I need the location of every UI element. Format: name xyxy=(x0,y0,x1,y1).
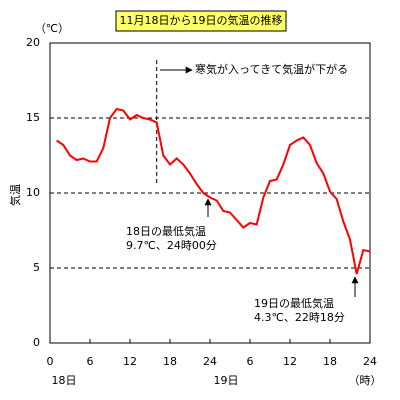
annotation: 4.3℃、22時18分 xyxy=(254,311,345,324)
chart-title: 11月18日から19日の気温の推移 xyxy=(120,13,283,27)
y-tick-label: 5 xyxy=(33,261,40,274)
y-tick-label: 20 xyxy=(26,36,40,49)
x-unit: （時） xyxy=(349,374,382,387)
x-tick-label: 24 xyxy=(203,355,217,368)
x-tick-label: 18 xyxy=(323,355,337,368)
annotation: 18日の最低気温 xyxy=(126,224,206,238)
y-axis-label: 気温 xyxy=(8,184,22,206)
x-tick-label: 12 xyxy=(283,355,297,368)
annotation: 寒気が入ってきて気温が下がる xyxy=(195,62,348,76)
y-tick-label: 0 xyxy=(33,336,40,349)
x-tick-label: 6 xyxy=(247,355,254,368)
y-tick-label: 15 xyxy=(26,111,40,124)
x-tick-label: 12 xyxy=(123,355,137,368)
y-unit: （℃） xyxy=(35,22,69,35)
x-tick-label: 0 xyxy=(47,355,54,368)
annotation: 9.7℃、24時00分 xyxy=(126,239,217,252)
plot-frame xyxy=(49,42,371,344)
x-group-label: 19日 xyxy=(214,374,239,387)
temperature-line xyxy=(56,107,371,275)
x-group-label: 18日 xyxy=(52,374,77,387)
y-tick-label: 10 xyxy=(26,186,40,199)
x-tick-label: 6 xyxy=(87,355,94,368)
x-tick-label: 24 xyxy=(363,355,377,368)
title-box xyxy=(115,10,287,32)
annotation: 19日の最低気温 xyxy=(254,296,334,310)
x-tick-label: 18 xyxy=(163,355,177,368)
